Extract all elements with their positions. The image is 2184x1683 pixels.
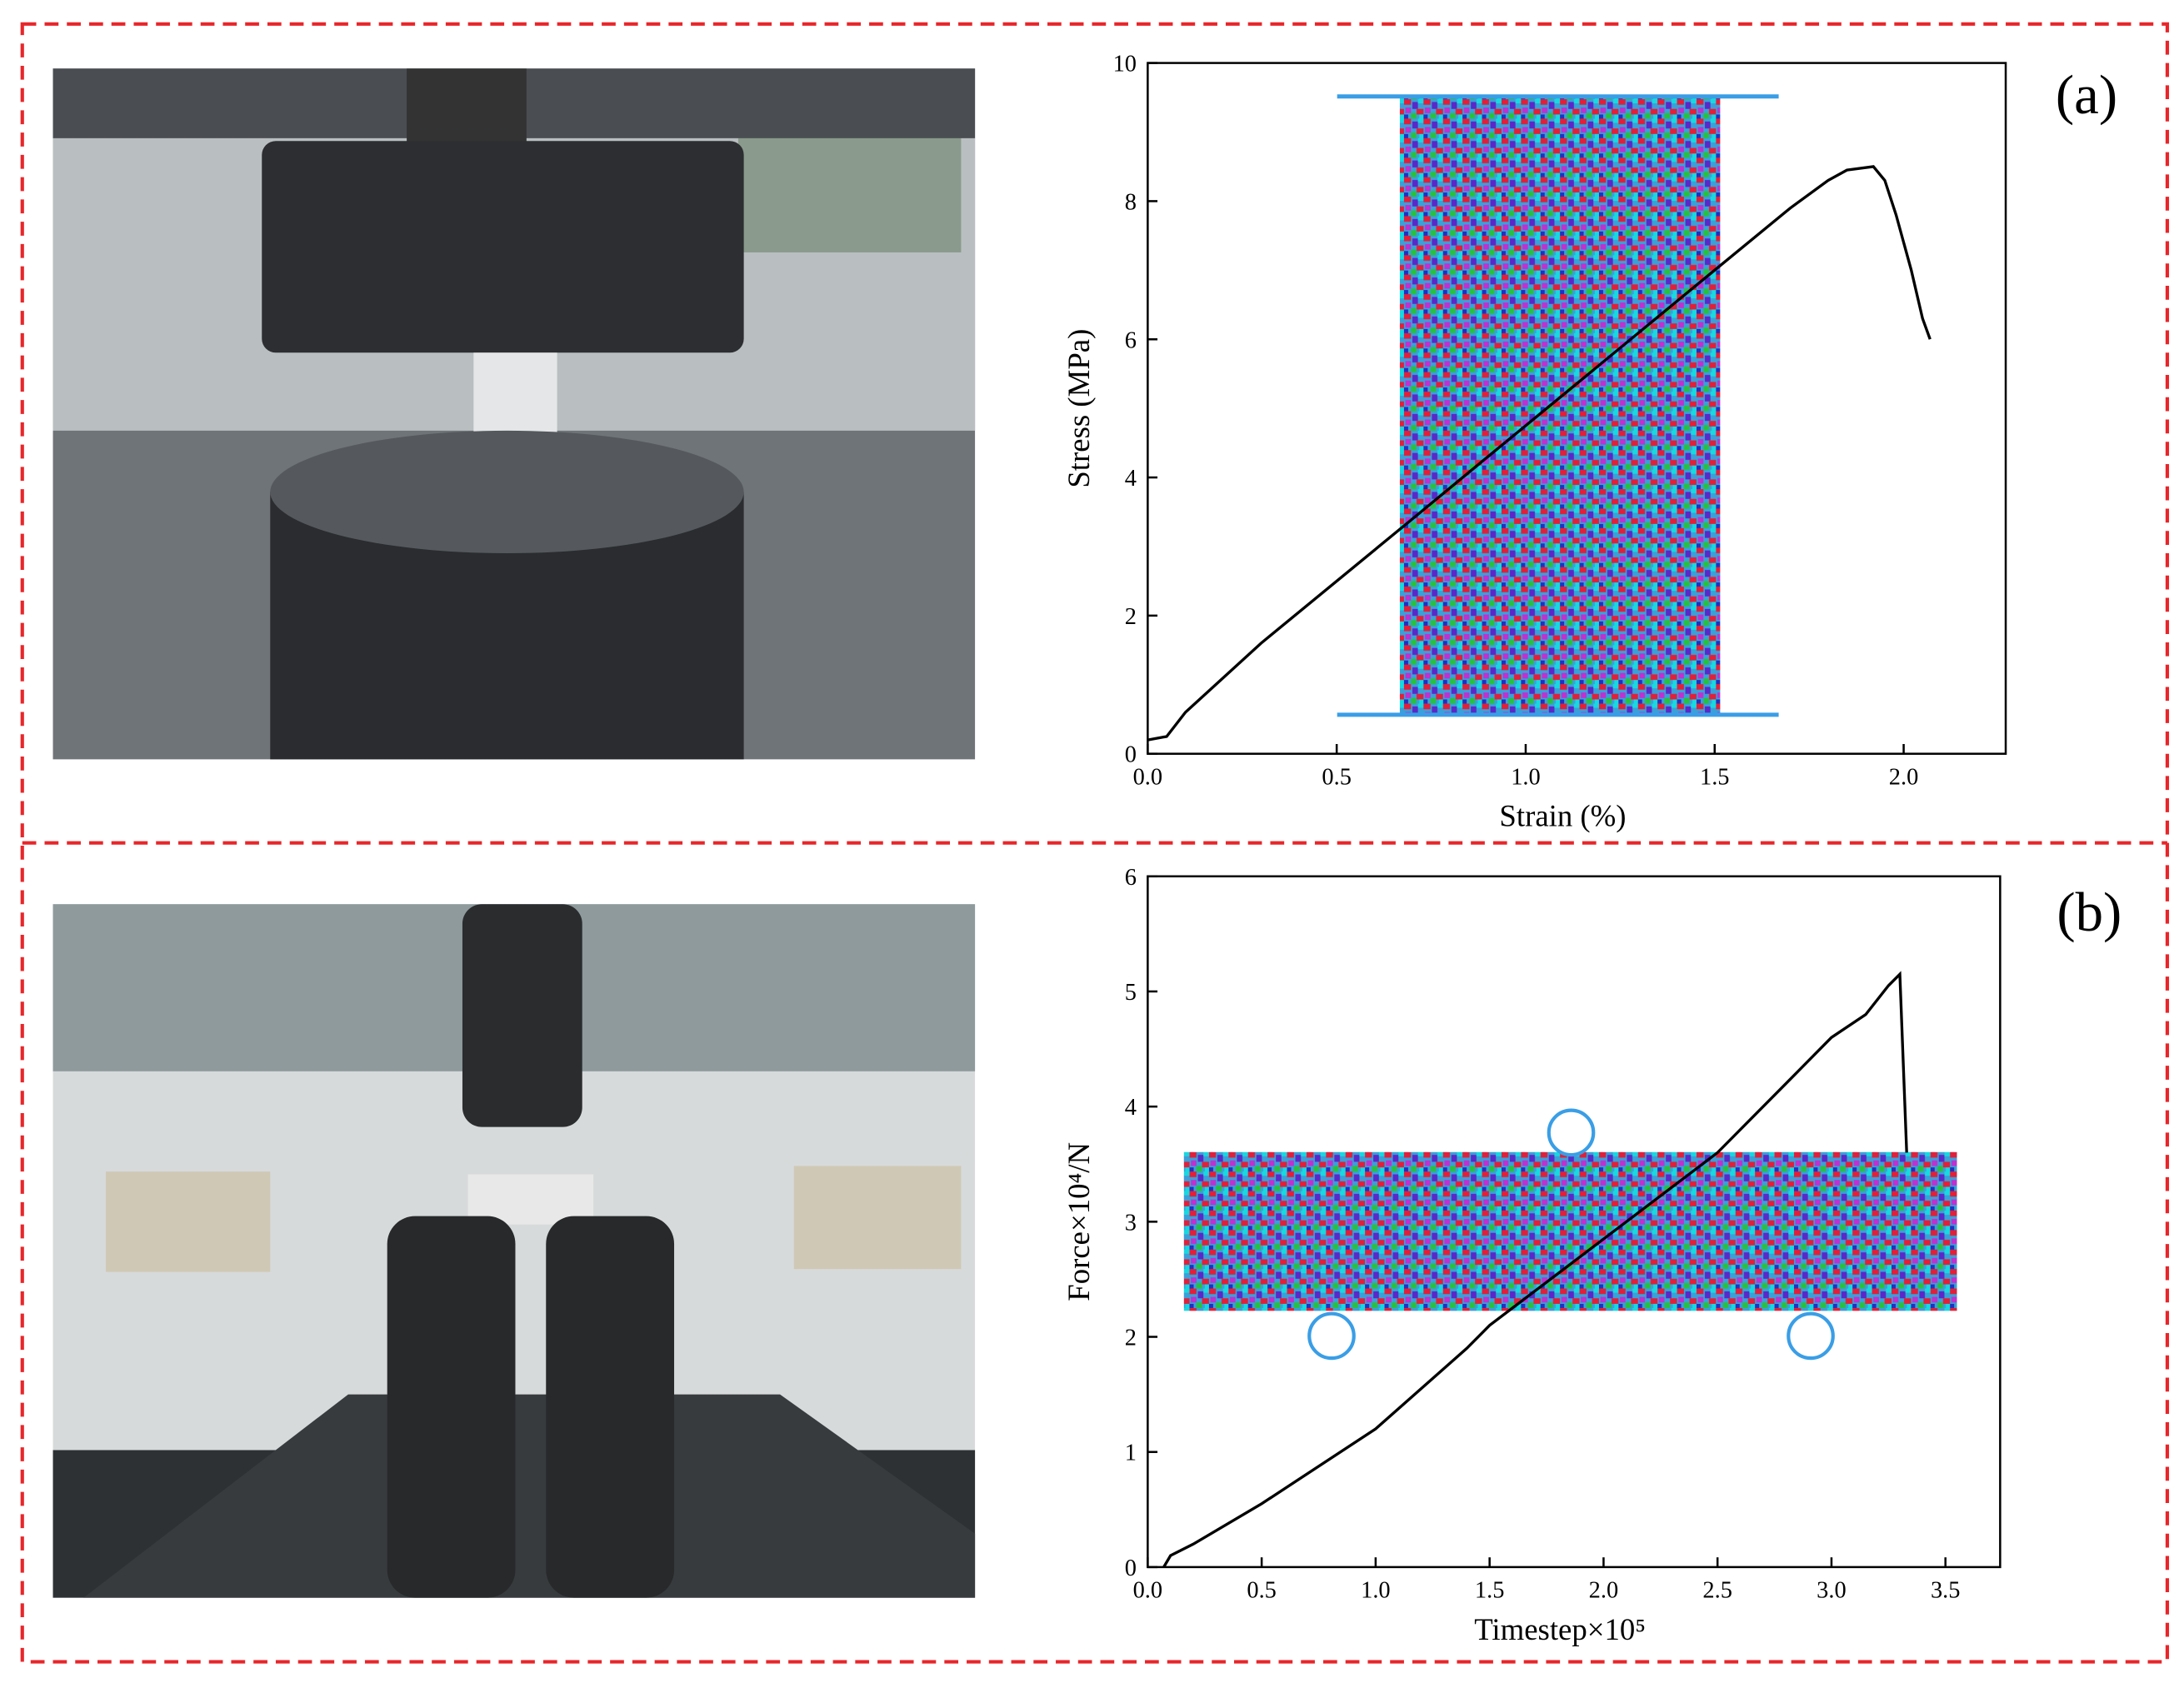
y-axis-label: Force×10⁴/N (1062, 1142, 1096, 1301)
y-tick-label: 6 (1125, 865, 1137, 891)
x-axis-label: Timestep×10⁵ (1474, 1612, 1646, 1646)
y-axis-label: Stress (MPa) (1062, 329, 1096, 488)
y-tick-label: 4 (1125, 1095, 1137, 1121)
x-tick-label: 2.0 (1889, 764, 1919, 790)
plot-frame (1147, 62, 2007, 755)
x-tick-label: 2.5 (1702, 1578, 1732, 1604)
y-tick-label: 5 (1125, 980, 1137, 1006)
x-tick-label: 1.0 (1361, 1578, 1391, 1604)
x-tick-label: 0.5 (1247, 1578, 1277, 1604)
data-line (1162, 971, 1908, 1568)
y-tick-label: 6 (1125, 327, 1137, 353)
data-line (1147, 165, 1932, 742)
y-tick-label: 0 (1125, 742, 1137, 768)
y-tick-label: 0 (1125, 1556, 1137, 1581)
simulation-a (1337, 94, 1779, 717)
photo-bending (52, 904, 976, 1598)
photo-compression (52, 68, 976, 760)
y-tick-label: 10 (1113, 52, 1137, 77)
panel-label: (b) (2057, 881, 2122, 943)
y-tick-label: 3 (1125, 1210, 1137, 1236)
y-tick-label: 1 (1125, 1441, 1137, 1466)
y-tick-label: 8 (1125, 189, 1137, 215)
x-tick-label: 2.0 (1589, 1578, 1619, 1604)
x-tick-label: 1.5 (1475, 1578, 1505, 1604)
x-tick-label: 1.0 (1511, 764, 1541, 790)
y-tick-label: 2 (1125, 604, 1137, 630)
x-tick-label: 1.5 (1700, 764, 1730, 790)
simulation-b (1183, 1108, 1957, 1361)
panel-label: (a) (2056, 64, 2117, 126)
x-tick-label: 3.5 (1931, 1578, 1961, 1604)
frame (20, 22, 2170, 1664)
x-axis-label: Strain (%) (1499, 799, 1626, 833)
x-tick-label: 0.0 (1133, 1578, 1163, 1604)
x-tick-label: 0.5 (1322, 764, 1352, 790)
x-tick-label: 3.0 (1817, 1578, 1847, 1604)
x-tick-label: 0.0 (1133, 764, 1163, 790)
y-tick-label: 4 (1125, 466, 1137, 492)
y-tick-label: 2 (1125, 1326, 1137, 1351)
